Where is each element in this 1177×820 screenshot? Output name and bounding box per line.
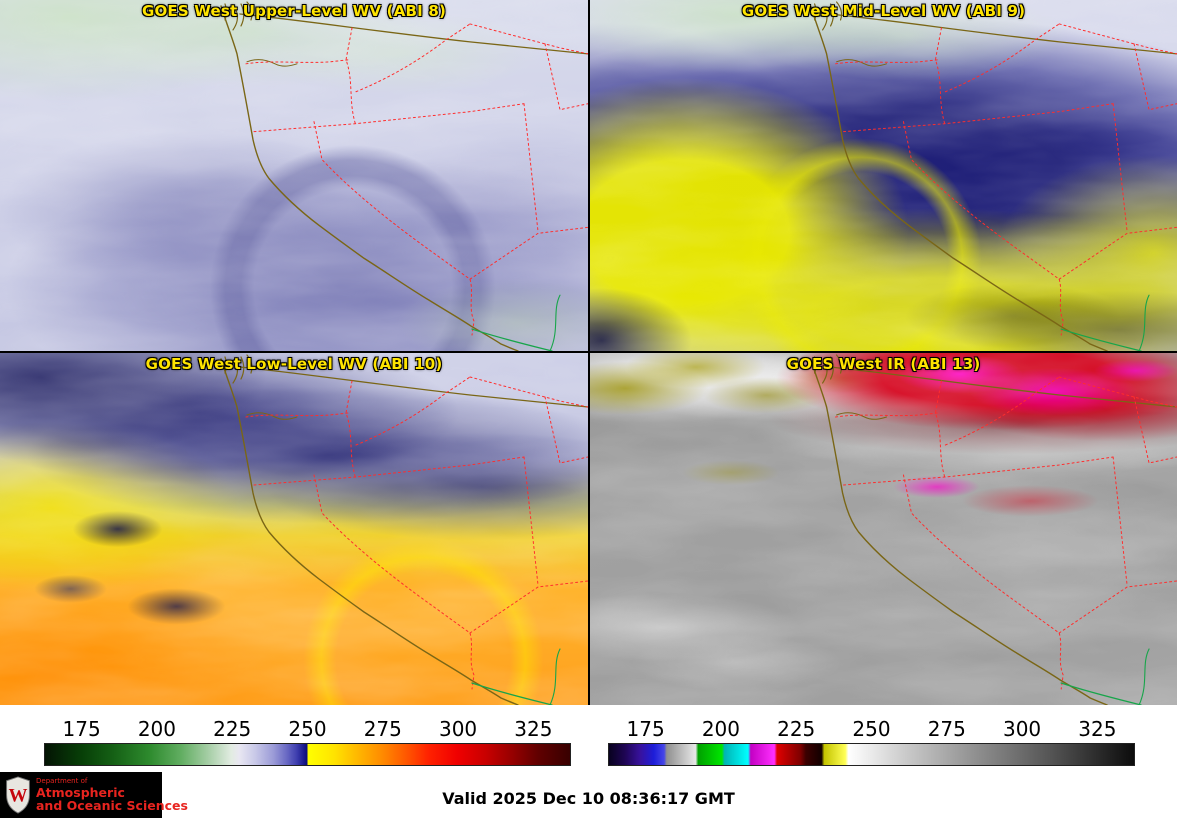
colorbar-tick: 250: [288, 717, 327, 741]
colorbar-tick: 325: [1078, 717, 1117, 741]
uw-crest-icon: W: [6, 776, 30, 814]
panel-title-mid-wv: GOES West Mid-Level WV (ABI 9): [741, 2, 1026, 20]
panel-mid-level-wv: GOES West Mid-Level WV (ABI 9): [590, 0, 1177, 351]
colorbar-tick: 225: [213, 717, 252, 741]
colorbar-tick: 200: [701, 717, 741, 741]
wv-colorbar-gradient: [44, 743, 571, 766]
satellite-image-mid-wv: [590, 0, 1177, 351]
ir-colorbar: 175 200 225 250 275 300 325: [608, 717, 1135, 770]
colorbar-tick: 275: [927, 717, 966, 741]
colorbar-tick: 275: [363, 717, 402, 741]
colorbar-tick: 325: [514, 717, 553, 741]
colorbar-tick: 175: [626, 717, 665, 741]
ir-colorbar-ticks: 175 200 225 250 275 300 325: [608, 717, 1135, 741]
panel-title-low-wv: GOES West Low-Level WV (ABI 10): [145, 355, 443, 373]
satellite-image-upper-wv: [0, 0, 588, 351]
wv-colorbar-ticks: 175 200 225 250 275 300 325: [44, 717, 571, 741]
panel-low-level-wv: GOES West Low-Level WV (ABI 10): [0, 353, 588, 705]
satellite-image-ir: [590, 353, 1177, 705]
colorbar-tick: 250: [852, 717, 891, 741]
panel-upper-level-wv: GOES West Upper-Level WV (ABI 8): [0, 0, 588, 351]
uw-aos-logo: W Department of Atmospheric and Oceanic …: [0, 772, 188, 818]
footer: W Department of Atmospheric and Oceanic …: [0, 770, 1177, 820]
colorbar-row: 175 200 225 250 275 300 325 175 200 225 …: [0, 705, 1177, 770]
satellite-image-low-wv: [0, 353, 588, 705]
logo-line-2: and Oceanic Sciences: [36, 797, 188, 813]
panel-grid: GOES West Upper-Level WV (ABI 8) GOES We…: [0, 0, 1177, 705]
panel-ir: GOES West IR (ABI 13): [590, 353, 1177, 705]
ir-colorbar-gradient: [608, 743, 1135, 766]
logo-dept-line: Department of: [36, 777, 88, 786]
colorbar-tick: 200: [137, 717, 177, 741]
crest-letter: W: [9, 786, 28, 807]
wv-colorbar: 175 200 225 250 275 300 325: [44, 717, 571, 770]
panel-title-ir: GOES West IR (ABI 13): [786, 355, 981, 373]
colorbar-tick: 300: [1002, 717, 1042, 741]
colorbar-tick: 300: [438, 717, 478, 741]
logo-line-1: Atmospheric: [36, 784, 125, 800]
logo-text: Department of Atmospheric and Oceanic Sc…: [36, 777, 188, 813]
panel-title-upper-wv: GOES West Upper-Level WV (ABI 8): [141, 2, 447, 20]
valid-time: Valid 2025 Dec 10 08:36:17 GMT: [442, 789, 735, 808]
colorbar-tick: 175: [62, 717, 101, 741]
colorbar-tick: 225: [777, 717, 816, 741]
